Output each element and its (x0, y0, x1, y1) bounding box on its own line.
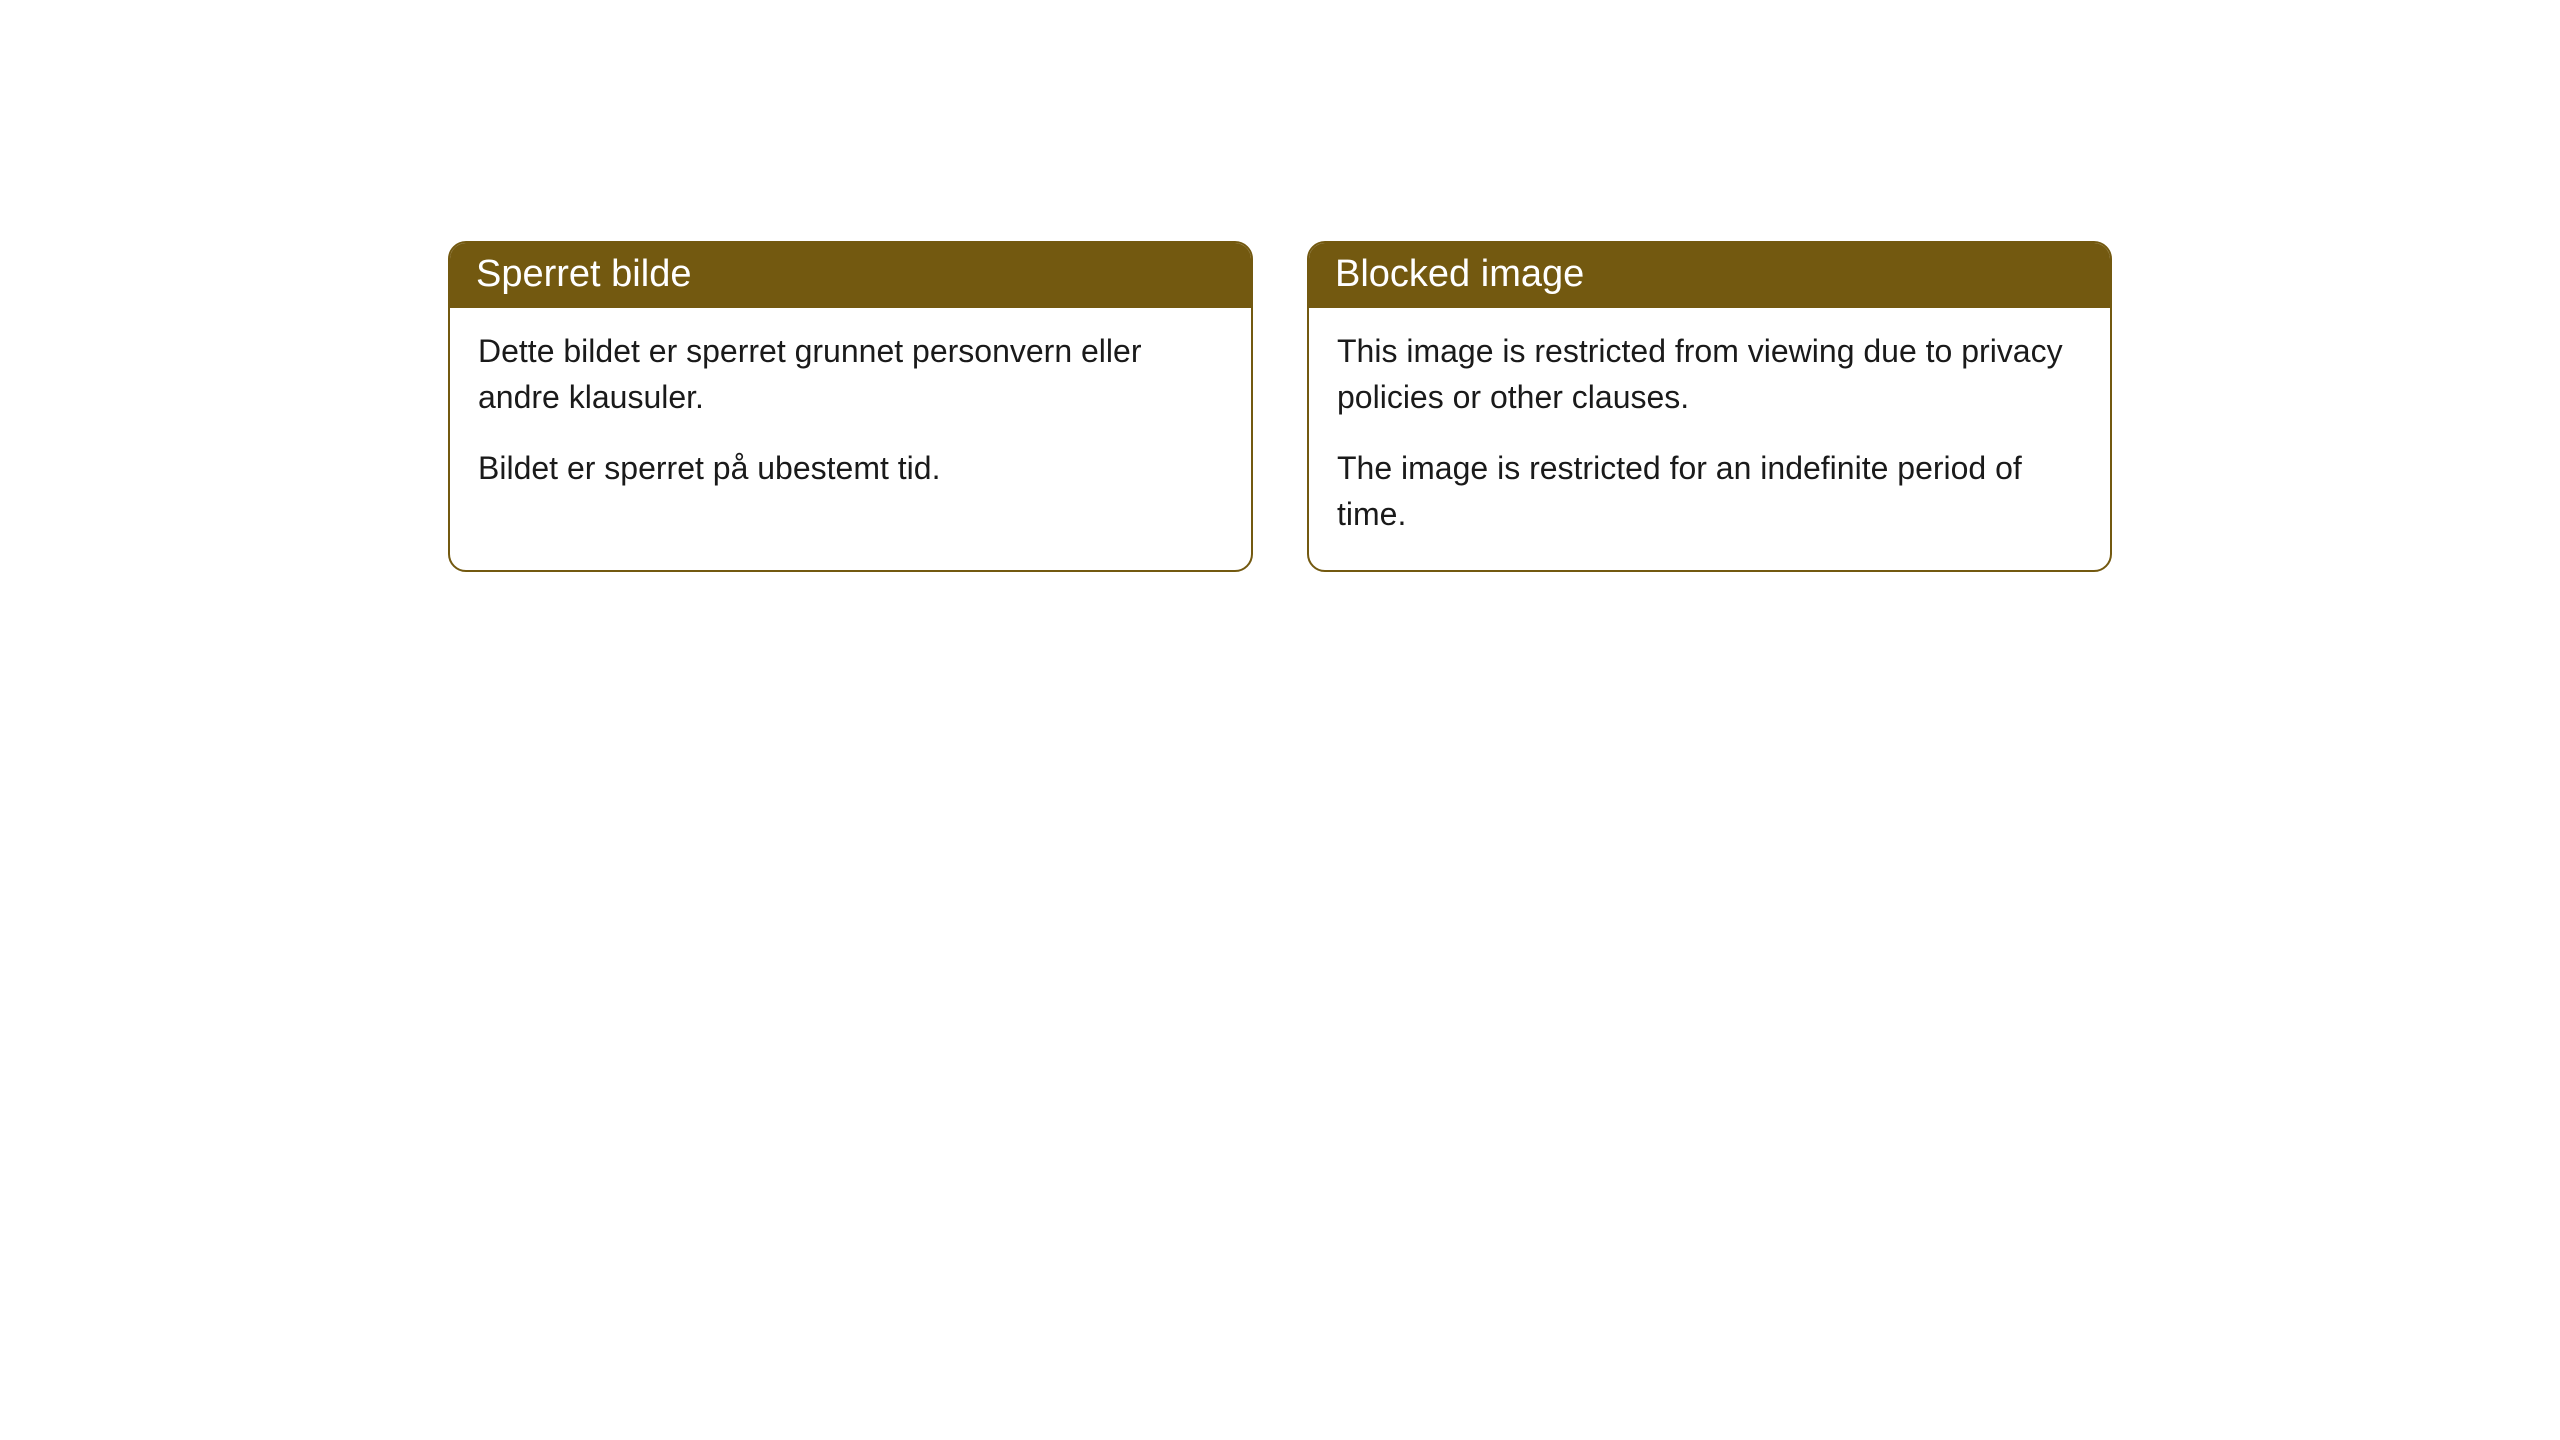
card-title: Sperret bilde (450, 243, 1251, 308)
notice-cards-container: Sperret bilde Dette bildet er sperret gr… (448, 241, 2112, 572)
card-paragraph: The image is restricted for an indefinit… (1337, 445, 2082, 538)
card-paragraph: Bildet er sperret på ubestemt tid. (478, 445, 1223, 491)
notice-card-english: Blocked image This image is restricted f… (1307, 241, 2112, 572)
card-title: Blocked image (1309, 243, 2110, 308)
card-paragraph: Dette bildet er sperret grunnet personve… (478, 328, 1223, 421)
card-body: Dette bildet er sperret grunnet personve… (450, 308, 1251, 523)
notice-card-norwegian: Sperret bilde Dette bildet er sperret gr… (448, 241, 1253, 572)
card-body: This image is restricted from viewing du… (1309, 308, 2110, 570)
card-paragraph: This image is restricted from viewing du… (1337, 328, 2082, 421)
